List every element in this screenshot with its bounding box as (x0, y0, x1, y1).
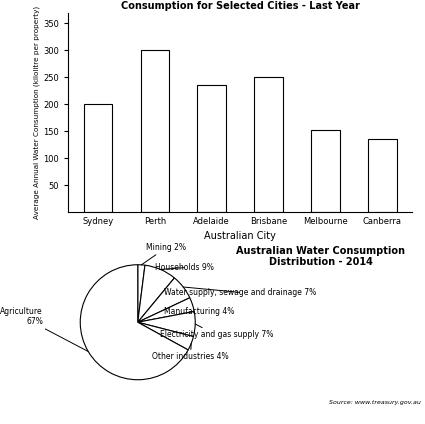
Text: Other industries 4%: Other industries 4% (152, 343, 229, 361)
Wedge shape (138, 312, 195, 337)
X-axis label: Australian City: Australian City (204, 232, 276, 241)
Wedge shape (138, 278, 190, 322)
Text: Water supply, sewage and drainage 7%: Water supply, sewage and drainage 7% (164, 287, 316, 297)
Bar (311, 130, 340, 212)
Bar (198, 85, 226, 212)
Text: Australian Water Consumption
Distribution - 2014: Australian Water Consumption Distributio… (236, 246, 405, 267)
Y-axis label: Average Annual Water Consumption (kilolitre per property): Average Annual Water Consumption (kiloli… (34, 6, 40, 219)
Wedge shape (138, 322, 193, 350)
Wedge shape (138, 265, 145, 322)
Text: Mining 2%: Mining 2% (142, 243, 187, 265)
Bar (368, 139, 397, 212)
Text: Agriculture
67%: Agriculture 67% (0, 307, 88, 351)
Bar (141, 50, 169, 212)
Text: Source: www.treasury.gov.au: Source: www.treasury.gov.au (329, 400, 421, 405)
Text: Households 9%: Households 9% (155, 263, 214, 272)
Text: Electricity and gas supply 7%: Electricity and gas supply 7% (160, 324, 273, 339)
Wedge shape (80, 265, 188, 380)
Bar (254, 77, 283, 212)
Wedge shape (138, 265, 174, 322)
Wedge shape (138, 298, 194, 322)
Title: Average Australian Annual Residential Water
Consumption for Selected Cities - La: Average Australian Annual Residential Wa… (116, 0, 365, 11)
Text: Manufacturing 4%: Manufacturing 4% (164, 304, 234, 316)
Bar (84, 104, 112, 212)
